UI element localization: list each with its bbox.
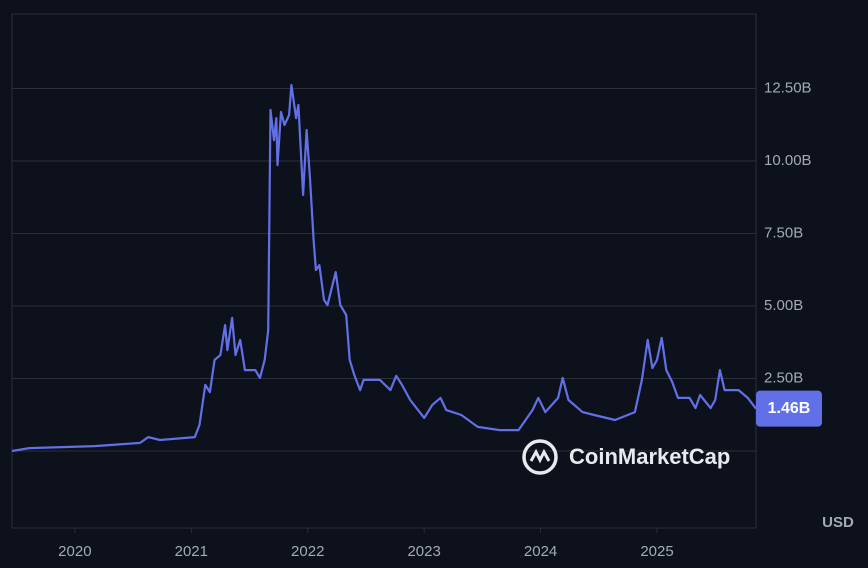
- last-value-label: 1.46B: [768, 400, 811, 417]
- price-line: [11, 83, 757, 453]
- y-tick-label: 10.00B: [764, 152, 812, 169]
- x-tick-label: 2024: [524, 543, 557, 560]
- x-tick-label: 2021: [175, 543, 208, 560]
- x-tick-label: 2022: [291, 543, 324, 560]
- x-tick-label: 2020: [58, 543, 91, 560]
- x-tick-label: 2025: [640, 543, 673, 560]
- y-tick-label: 5.00B: [764, 297, 803, 314]
- watermark-logo: [522, 439, 558, 475]
- y-tick-label: 2.50B: [764, 369, 803, 386]
- watermark: CoinMarketCap: [569, 444, 730, 469]
- x-tick-label: 2023: [407, 543, 440, 560]
- last-value-badge: [756, 390, 822, 427]
- y-tick-label: 12.50B: [764, 79, 812, 96]
- currency-label: USD: [822, 514, 854, 531]
- plot-frame: [11, 13, 757, 529]
- y-tick-label: 7.50B: [764, 224, 803, 241]
